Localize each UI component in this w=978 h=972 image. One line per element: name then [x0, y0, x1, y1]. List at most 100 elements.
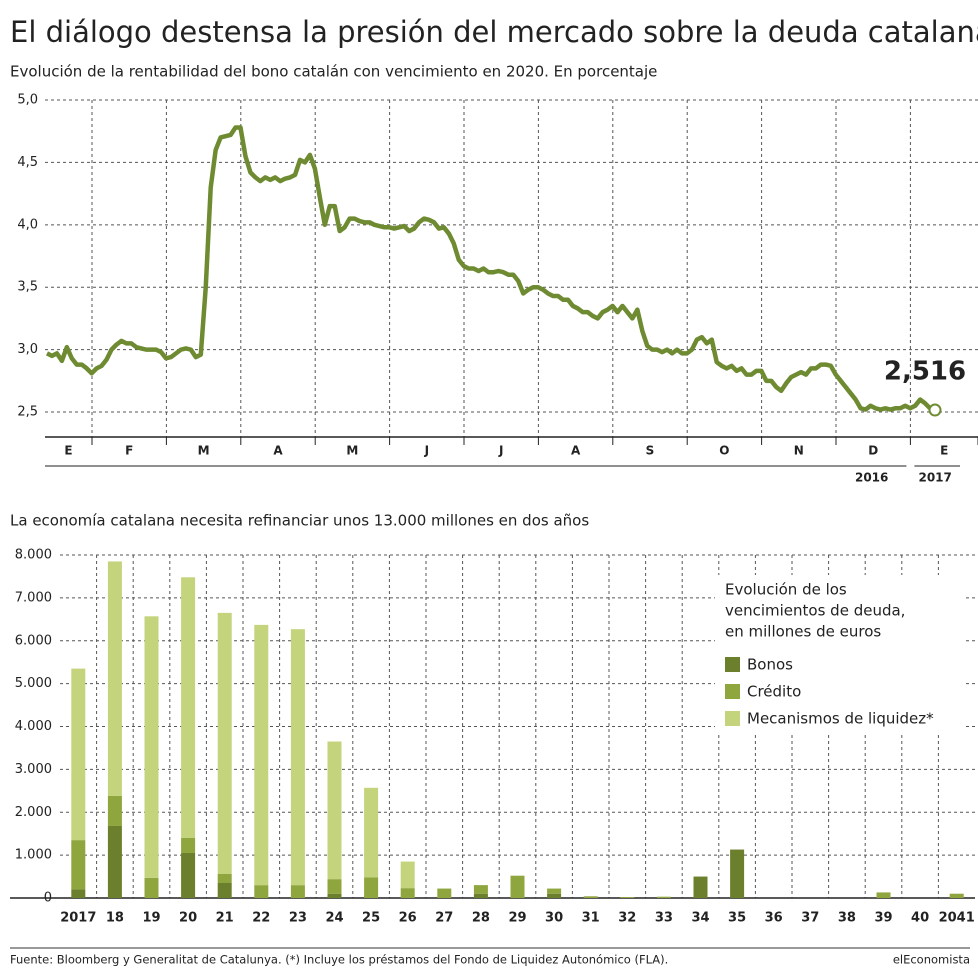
bar-segment: [949, 893, 964, 898]
bar-segment: [364, 787, 379, 878]
x-tick-label: 39: [874, 911, 892, 926]
bar-segment: [547, 893, 562, 898]
bar-segment: [290, 629, 305, 886]
x-tick-label: 34: [691, 911, 709, 926]
y-tick-label: 8.000: [15, 548, 52, 563]
bar-segment: [437, 888, 452, 898]
x-tick-label: 27: [435, 911, 453, 926]
y-tick-label: 4.000: [15, 719, 52, 734]
bar-segment: [71, 668, 86, 841]
legend-swatch: [725, 711, 740, 726]
bar-segment: [364, 877, 379, 898]
x-tick-label: 33: [655, 911, 673, 926]
x-tick-label: N: [794, 444, 804, 458]
x-tick-label: E: [64, 444, 72, 458]
y-tick-label: 5.000: [15, 676, 52, 691]
y-tick-label: 2.000: [15, 805, 52, 820]
bar-segment: [71, 840, 86, 890]
value-annotation: 2,516: [884, 357, 966, 387]
y-tick-label: 4,0: [17, 217, 38, 232]
bar-segment: [400, 861, 415, 889]
year-label: 2017: [918, 471, 951, 485]
bar-segment: [254, 885, 269, 898]
yield-line: [45, 125, 936, 413]
bar-segment: [254, 624, 269, 886]
x-tick-label: D: [868, 444, 878, 458]
line-chart-title: Evolución de la rentabilidad del bono ca…: [10, 63, 657, 81]
bar-segment: [181, 852, 196, 898]
y-tick-label: 1.000: [15, 848, 52, 863]
x-tick-label: 20: [179, 911, 197, 926]
bar-segment: [327, 879, 342, 894]
bar-segment: [181, 577, 196, 838]
y-tick-label: 4,5: [17, 155, 38, 170]
x-tick-label: 28: [472, 911, 490, 926]
bar-segment: [400, 888, 415, 898]
legend-swatch: [725, 657, 740, 672]
bar-segment: [327, 741, 342, 880]
x-tick-label: 35: [728, 911, 746, 926]
x-tick-label: M: [346, 444, 358, 458]
x-tick-label: S: [646, 444, 655, 458]
bar-segment: [217, 882, 232, 898]
x-tick-label: 37: [801, 911, 819, 926]
x-tick-label: A: [571, 444, 581, 458]
bar-segment: [510, 875, 525, 898]
bar-chart-title: La economía catalana necesita refinancia…: [10, 512, 589, 530]
x-tick-label: F: [125, 444, 133, 458]
legend-label: Mecanismos de liquidez*: [747, 710, 934, 728]
x-tick-label: 29: [508, 911, 526, 926]
bar-segment: [107, 795, 122, 826]
x-tick-label: 2017: [60, 911, 96, 926]
brand: elEconomista: [893, 953, 970, 967]
legend-title: vencimientos de deuda,: [725, 602, 905, 620]
x-tick-label: O: [719, 444, 729, 458]
x-tick-label: 22: [252, 911, 270, 926]
x-tick-label: 19: [142, 911, 160, 926]
x-tick-label: 32: [618, 911, 636, 926]
x-tick-label: 23: [289, 911, 307, 926]
bar-segment: [327, 893, 342, 898]
bar-segment: [144, 877, 159, 898]
bar-segment: [107, 561, 122, 796]
bar-segment: [583, 896, 598, 898]
legend-title: Evolución de los: [725, 581, 847, 599]
bar-segment: [107, 825, 122, 898]
bar-segment: [473, 885, 488, 894]
y-tick-label: 3,5: [17, 280, 38, 295]
year-label: 2016: [855, 471, 888, 485]
legend-title: en millones de euros: [725, 623, 881, 641]
x-tick-label: 30: [545, 911, 563, 926]
bar-segment: [656, 896, 671, 898]
x-tick-label: 40: [911, 911, 929, 926]
x-tick-label: 26: [399, 911, 417, 926]
bar-segment: [473, 893, 488, 898]
legend-label: Crédito: [747, 683, 801, 701]
bar-segment: [693, 876, 708, 898]
x-tick-label: 38: [838, 911, 856, 926]
source: Fuente: Bloomberg y Generalitat de Catal…: [10, 953, 668, 967]
x-tick-label: J: [498, 444, 503, 458]
x-tick-label: E: [940, 444, 948, 458]
bar-segment: [217, 612, 232, 874]
bar-segment: [620, 897, 635, 898]
x-tick-label: J: [424, 444, 429, 458]
x-tick-label: 18: [106, 911, 124, 926]
bar-segment: [71, 889, 86, 898]
y-tick-label: 7.000: [15, 590, 52, 605]
bar-segment: [876, 892, 891, 898]
x-tick-label: 21: [216, 911, 234, 926]
bar-segment: [217, 873, 232, 883]
legend-label: Bonos: [747, 656, 793, 674]
y-tick-label: 5,0: [17, 93, 38, 108]
x-tick-label: 25: [362, 911, 380, 926]
bar-segment: [547, 888, 562, 894]
y-tick-label: 6.000: [15, 633, 52, 648]
legend-swatch: [725, 684, 740, 699]
x-tick-label: 36: [765, 911, 783, 926]
last-point: [928, 403, 942, 417]
y-tick-label: 3,0: [17, 342, 38, 357]
bar-segment: [181, 837, 196, 853]
